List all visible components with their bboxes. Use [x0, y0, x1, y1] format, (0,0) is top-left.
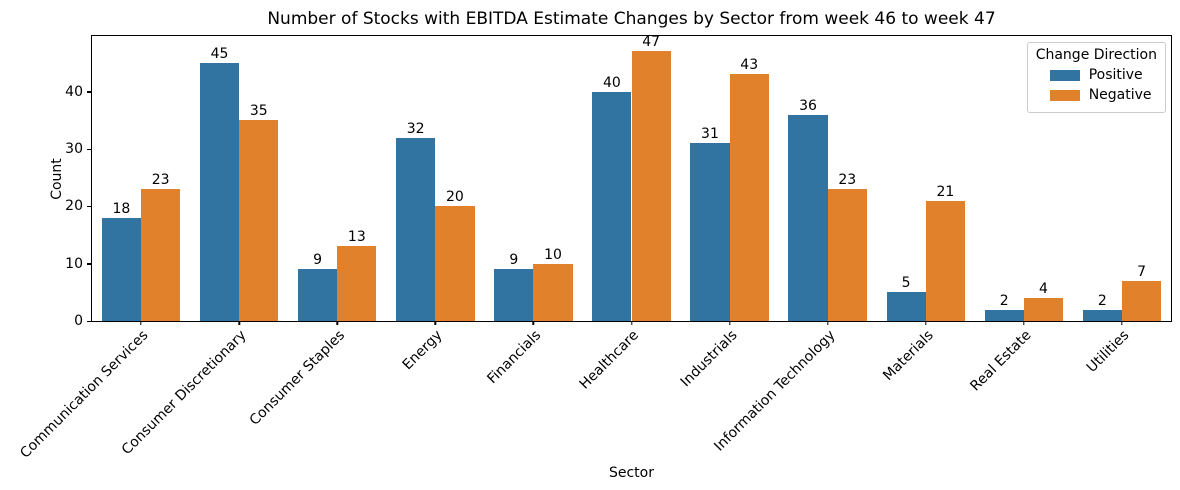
bar-value-label: 5 [901, 275, 911, 292]
y-tick-label: 40 [65, 83, 83, 100]
plot-area: Change Direction Positive Negative 0 10 20… [17, 34, 1172, 462]
bar-value-label: 32 [406, 120, 425, 137]
bar-positive [199, 62, 240, 321]
bar-value-label: 23 [838, 172, 857, 189]
x-tick-mark [1023, 321, 1025, 325]
x-tick-label-text: Healthcare [576, 327, 643, 393]
legend-item-positive: Positive [1049, 67, 1157, 83]
bar-positive [592, 91, 632, 321]
y-tick-mark [87, 148, 91, 150]
bar-negative [1121, 280, 1162, 321]
bar-value-label: 45 [210, 45, 229, 62]
x-tick-label-text: Consumer Staples [246, 327, 348, 429]
bar-value-label: 10 [544, 246, 562, 263]
legend-item-negative: Negative [1049, 87, 1157, 103]
x-tick-mark [925, 321, 927, 325]
bar-value-label: 36 [799, 97, 817, 114]
y-tick-label: 20 [65, 198, 83, 215]
y-tick-mark [87, 320, 91, 322]
x-tick-mark [630, 321, 633, 325]
bar-value-label: 20 [446, 189, 464, 206]
bar-positive [297, 269, 338, 321]
bar-value-label: 7 [1137, 263, 1147, 280]
bar-negative [533, 263, 573, 321]
bar-negative [337, 246, 377, 321]
bar-value-label: 31 [701, 126, 719, 143]
x-tick-mark [434, 321, 437, 325]
bar-positive [101, 217, 142, 321]
y-axis-label-text: Count [49, 157, 66, 200]
bar-positive [984, 309, 1024, 321]
legend-title: Change Direction [1035, 47, 1157, 63]
bar-negative [239, 120, 279, 321]
legend-label-positive: Positive [1088, 67, 1143, 83]
x-axis-label: Sector [608, 465, 654, 481]
y-tick-label: 0 [74, 313, 83, 329]
bar-value-label: 2 [1097, 292, 1107, 309]
bar-positive [788, 114, 828, 321]
bar-negative [435, 206, 475, 321]
negative-color-swatch [1049, 89, 1080, 101]
bar-negative [925, 200, 965, 321]
bar-negative [1023, 298, 1064, 321]
y-tick-mark [87, 263, 91, 265]
x-tick-mark [826, 321, 829, 325]
x-tick-mark [140, 321, 142, 325]
bar-positive [1082, 309, 1122, 321]
bar-positive [886, 292, 926, 321]
x-tick-label-text: Financials [484, 327, 545, 388]
y-tick-mark [87, 205, 91, 208]
bar-value-label: 47 [642, 34, 661, 51]
x-tick-mark [728, 321, 731, 325]
bar-positive [396, 137, 436, 321]
bar-value-label: 9 [509, 252, 519, 269]
bar-negative [827, 189, 867, 321]
x-tick-label-text: Industrials [677, 327, 741, 391]
bar-value-label: 18 [112, 200, 131, 217]
x-tick-mark [238, 321, 240, 325]
x-tick-mark [336, 321, 338, 325]
bar-value-label: 4 [1039, 281, 1048, 298]
bar-value-label: 35 [249, 103, 268, 120]
x-tick-label-text: Real Estate [967, 327, 1035, 395]
x-tick-mark [1121, 321, 1123, 325]
bar-negative [631, 51, 671, 321]
bar-value-label: 43 [740, 57, 759, 74]
bar-positive [690, 143, 730, 321]
chart-title: Number of Stocks with EBITDA Estimate Ch… [267, 9, 996, 29]
bar-negative [729, 74, 769, 321]
x-tick-label-text: Energy [399, 327, 446, 374]
y-tick-label: 30 [65, 140, 83, 157]
legend: Change Direction Positive Negative [1026, 42, 1166, 113]
positive-color-swatch [1049, 69, 1080, 81]
y-axis-label: Count [49, 35, 65, 322]
x-tick-label-text: Materials [879, 327, 937, 384]
bar-negative [141, 189, 181, 321]
bar-value-label: 40 [602, 74, 621, 91]
bar-positive [494, 269, 534, 321]
bar-value-label: 2 [999, 292, 1009, 309]
bar-value-label: 9 [313, 252, 323, 269]
bar-value-label: 13 [347, 229, 366, 246]
y-tick-mark [87, 91, 91, 93]
legend-label-negative: Negative [1088, 87, 1152, 103]
x-tick-mark [532, 321, 535, 325]
bar-value-label: 21 [936, 183, 955, 200]
y-tick-label: 10 [65, 255, 83, 272]
bar-value-label: 23 [151, 172, 170, 189]
x-tick-label-text: Utilities [1083, 327, 1133, 376]
